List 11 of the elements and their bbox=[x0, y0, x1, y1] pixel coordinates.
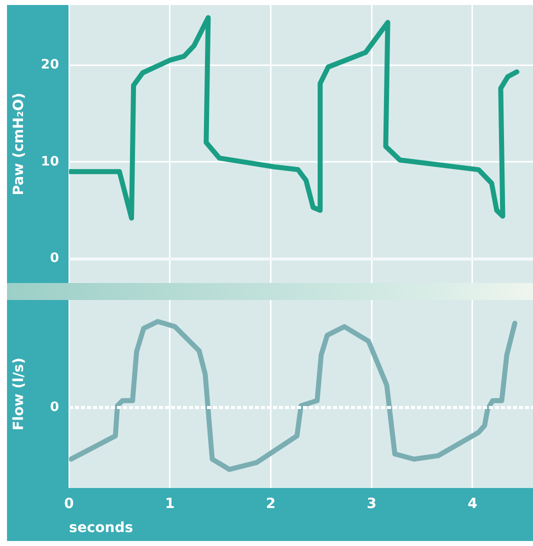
y-tick-label: 20 bbox=[40, 57, 59, 72]
x-tick-label: 3 bbox=[366, 496, 376, 512]
x-tick-label: 4 bbox=[468, 496, 478, 512]
y-axis-title: Paw (cmH₂O) bbox=[11, 92, 28, 196]
y-axis-title: Flow (l/s) bbox=[11, 358, 28, 430]
y-tick-label: 10 bbox=[40, 154, 59, 170]
x-tick-label: 1 bbox=[164, 496, 175, 512]
x-axis-title: seconds bbox=[69, 520, 134, 536]
y-tick-label: 0 bbox=[50, 251, 59, 266]
x-tick-label: 2 bbox=[266, 496, 276, 512]
x-tick-label: 0 bbox=[64, 496, 74, 512]
